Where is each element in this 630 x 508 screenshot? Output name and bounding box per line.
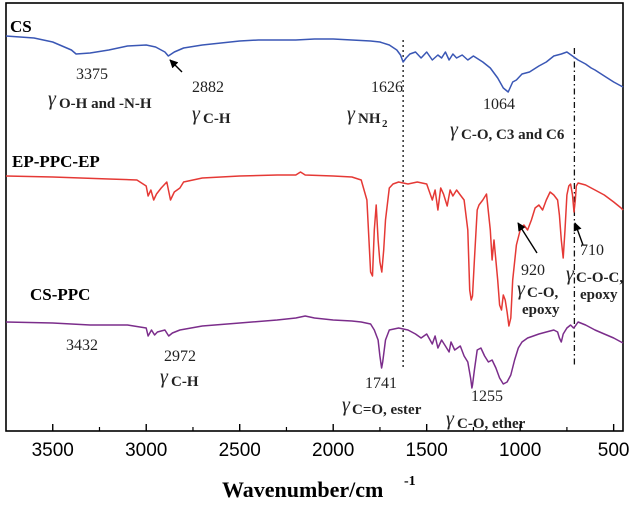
x-tick-label-2000: 2000	[312, 440, 354, 461]
assignment-710-line1: C-O-C,	[576, 270, 623, 286]
assignment-1255: C-O, ether	[457, 416, 526, 432]
annotation-1255: 1255	[471, 388, 503, 405]
assignment-920-line1: C-O,	[527, 285, 558, 301]
arrow-710	[573, 222, 584, 246]
gamma-1255: γ	[446, 408, 455, 430]
x-axis: 3500 3000 2500 2000 1500 1000 500	[32, 424, 630, 461]
x-axis-title: Wavenumber/cm	[222, 477, 383, 502]
gamma-1741: γ	[342, 394, 351, 416]
gamma-710: γ	[566, 263, 575, 285]
gamma-3375: γ	[48, 88, 57, 110]
annotation-1064: 1064	[483, 96, 515, 113]
series-line-ep-ppc-ep	[5, 171, 624, 327]
x-tick-label-3000: 3000	[125, 440, 167, 461]
series-line-cs	[5, 35, 624, 93]
reference-lines	[402, 40, 576, 370]
annotation-710: 710	[580, 242, 604, 259]
assignment-1626: NH	[358, 111, 381, 127]
series-line-cs-ppc	[5, 315, 624, 389]
gamma-2972: γ	[160, 366, 169, 388]
assignment-1064: C-O, C3 and C6	[461, 127, 565, 143]
assignment-710-line2: epoxy	[580, 287, 618, 303]
assignment-3375: O-H and -N-H	[59, 96, 152, 112]
assignment-2972: C-H	[171, 374, 199, 390]
annotation-1741: 1741	[365, 375, 397, 392]
assignment-1626-subscript: 2	[382, 118, 388, 130]
arrow-2882	[169, 59, 183, 73]
annotation-1626: 1626	[371, 79, 403, 96]
annotation-3375: 3375	[76, 66, 108, 83]
x-tick-label-2500: 2500	[219, 440, 261, 461]
gamma-1064: γ	[450, 119, 459, 141]
annotation-2882: 2882	[192, 79, 224, 96]
annotation-2972: 2972	[164, 348, 196, 365]
series-group	[5, 35, 624, 389]
annotation-3432: 3432	[66, 337, 98, 354]
gamma-920: γ	[517, 278, 526, 300]
gamma-2882: γ	[192, 103, 201, 125]
x-tick-label-500: 500	[598, 440, 630, 461]
x-tick-label-1500: 1500	[406, 440, 448, 461]
assignment-1741: C=O, ester	[352, 402, 422, 418]
series-label-cs: CS	[10, 17, 32, 36]
arrow-920	[517, 222, 538, 254]
assignment-2882: C-H	[203, 111, 231, 127]
series-label-cs-ppc: CS-PPC	[30, 285, 90, 304]
x-tick-label-1000: 1000	[499, 440, 541, 461]
x-axis-title-superscript: -1	[404, 474, 416, 489]
annotation-920: 920	[521, 262, 545, 279]
gamma-1626: γ	[347, 103, 356, 125]
series-label-ep-ppc-ep: EP-PPC-EP	[12, 152, 100, 171]
plot-frame	[5, 2, 624, 432]
x-tick-label-3500: 3500	[32, 440, 74, 461]
assignment-920-line2: epoxy	[522, 302, 560, 318]
